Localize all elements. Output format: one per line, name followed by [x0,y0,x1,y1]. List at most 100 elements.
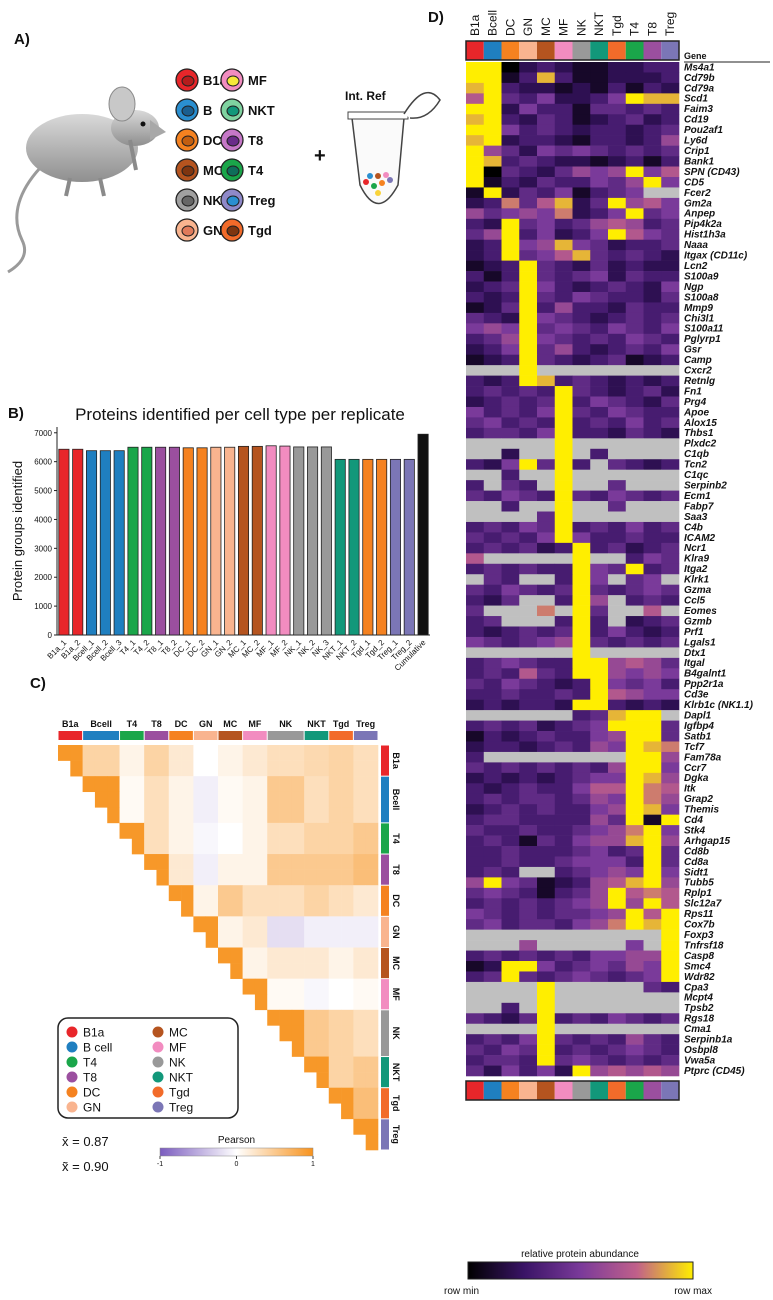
heatmap-cell [554,103,573,115]
heatmap-cell [643,804,662,815]
heatmap-cell [661,72,680,84]
heatmap-cell [537,636,556,648]
correlation-cell [291,838,305,855]
correlation-cell [341,776,354,793]
correlation-cell [353,776,366,793]
correlation-cell [291,854,305,870]
correlation-cell [365,869,379,886]
heatmap-cell [519,135,538,146]
heatmap-cell [661,762,680,774]
heatmap-cell [572,992,591,1004]
correlation-cell [304,994,317,1011]
heatmap-cell [537,950,556,962]
heatmap-cell [519,427,538,439]
heatmap-cell [537,396,556,408]
heatmap-cell [483,239,502,251]
heatmap-cell [519,1044,538,1056]
heatmap-cell [625,344,644,356]
heatmap-cell [643,981,662,993]
heatmap-cell [661,553,680,565]
heatmap-cell [608,825,627,836]
heatmap-cell [537,877,556,889]
heatmap-cell [537,542,556,554]
legend-label: T4 [83,1056,97,1070]
heatmap-cell [608,511,627,523]
heatmap-cell [608,699,627,711]
heatmap-cell [608,103,627,115]
heatmap-cell [537,595,556,606]
heatmap-cell [608,469,627,481]
heatmap-cell [519,344,538,356]
heatmap-cell [590,62,609,73]
heatmap-cell [466,166,485,178]
correlation-cell [144,745,157,761]
correlation-cell [218,776,231,793]
heatmap-cell [590,82,609,94]
heatmap-cell [466,302,485,314]
legend-label: B1a [83,1026,105,1040]
heatmap-cell [608,239,627,251]
heatmap-cell [554,521,573,533]
bar [182,447,194,636]
heatmap-cell [501,459,520,470]
heatmap-cell [554,940,573,951]
heatmap-cell [519,469,538,481]
heatmap-cell [483,887,502,899]
correlation-cell [328,869,342,886]
heatmap-cell [661,657,680,669]
heatmap-cell [661,866,680,878]
heatmap-cell [643,668,662,680]
heatmap-cell [483,333,502,345]
heatmap-cell [625,647,644,659]
heatmap-cell [643,114,662,126]
correlation-cell [94,760,108,777]
heatmap-cell [643,814,662,826]
heatmap-cell [590,804,609,815]
heatmap-cell [466,866,485,878]
gene-label: Cd79a [684,83,714,94]
heatmap-cell [625,929,644,941]
heatmap-cell [483,1034,502,1045]
heatmap-cell [608,490,627,502]
heatmap-cell [537,835,556,847]
gene-label: Klrk1 [684,575,709,586]
heatmap-cell [590,940,609,951]
heatmap-cell [501,406,520,418]
heatmap-cell [501,239,520,251]
heatmap-cell [608,866,627,878]
correlation-cell [304,1056,317,1073]
heatmap-cell [501,846,520,857]
correlation-cell [254,916,268,933]
heatmap-cell [661,406,680,418]
bar [58,448,70,636]
heatmap-cell [661,971,680,983]
heatmap-cell [643,636,662,648]
heatmap-cell [661,605,680,617]
heatmap-cell [501,1034,520,1045]
y-tick-label: 3000 [34,544,52,553]
group-label-right: NK [391,1027,401,1040]
gene-label: Serpinb2 [684,481,727,492]
correlation-cell [267,869,280,886]
correlation-cell [365,963,379,979]
heatmap-cell [572,605,591,617]
correlation-cell [353,900,366,917]
heatmap-cell [466,710,485,721]
gene-label: Scd1 [684,94,708,105]
heatmap-cell [466,605,485,617]
heatmap-cell [519,490,538,502]
correlation-cell [267,838,280,855]
heatmap-cell [466,961,485,972]
heatmap-cell [466,616,485,627]
gene-label: Pou2af1 [684,125,723,136]
heatmap-cell [537,898,556,910]
correlation-cell [205,838,219,855]
correlation-cell [341,1072,354,1088]
heatmap-cell [483,804,502,815]
heatmap-cell [466,480,485,491]
heatmap-cell [625,291,644,303]
heatmap-cell [554,595,573,606]
heatmap-cell [572,981,591,993]
correlation-cell [267,1009,280,1026]
heatmap-cell [466,751,485,763]
